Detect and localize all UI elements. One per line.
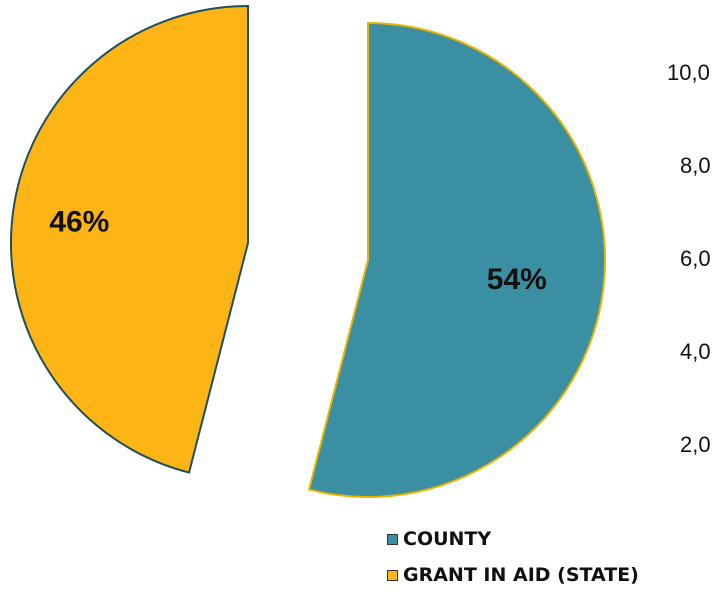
pie-slice-grant-in-aid xyxy=(10,4,249,474)
legend: COUNTY GRANT IN AID (STATE) xyxy=(387,526,639,598)
legend-swatch-county xyxy=(387,533,398,545)
y-tick-label: 8,0 xyxy=(680,153,711,178)
legend-item-county: COUNTY xyxy=(387,526,639,552)
y-tick-label: 2,0 xyxy=(680,432,711,457)
pie-slice-county xyxy=(307,21,606,498)
data-label-county: 54% xyxy=(487,263,547,296)
legend-label-grant-in-aid: GRANT IN AID (STATE) xyxy=(403,564,639,586)
y-tick-label: 4,0 xyxy=(680,339,711,364)
data-label-grant-in-aid: 46% xyxy=(49,206,109,239)
pie-data-labels: 54% 46% xyxy=(49,206,547,296)
partial-y-axis-ticks: 10,0 8,0 6,0 4,0 2,0 xyxy=(667,60,711,457)
y-tick-label: 6,0 xyxy=(680,246,711,271)
legend-item-grant-in-aid: GRANT IN AID (STATE) xyxy=(387,562,639,588)
pie-slices xyxy=(10,4,606,498)
y-tick-label: 10,0 xyxy=(667,60,710,85)
legend-label-county: COUNTY xyxy=(403,528,492,550)
legend-swatch-grant-in-aid xyxy=(387,569,398,581)
